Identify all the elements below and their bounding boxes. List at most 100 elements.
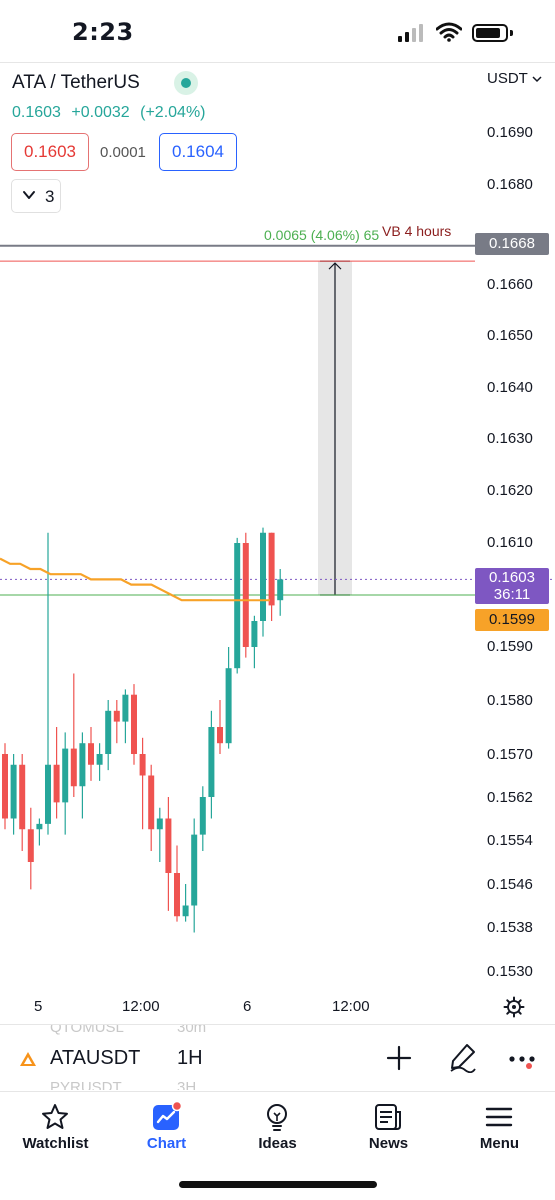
- volume-profile-label: VB 4 hours: [382, 223, 452, 239]
- tab-menu[interactable]: Menu: [444, 1092, 555, 1162]
- candle-body: [122, 694, 129, 722]
- home-indicator: [179, 1181, 377, 1188]
- symbol-toolbar: QTOMUSL 30m PYRUSDT 3H ATAUSDT 1H: [0, 1024, 555, 1090]
- time-axis-label: 6: [243, 998, 252, 1015]
- candle-body: [234, 543, 241, 669]
- candle-body: [182, 905, 189, 917]
- price-range-measure-label: 0.0065 (4.06%) 65: [264, 227, 380, 243]
- candle-body: [260, 532, 266, 621]
- price-range-arrowhead: [328, 262, 342, 270]
- candle-body: [2, 754, 8, 819]
- current-price-tag: 0.1603 36:11: [475, 568, 549, 604]
- moving-average-line: [0, 557, 212, 602]
- price-axis-label: 0.1640: [487, 379, 533, 396]
- candle-body: [242, 543, 249, 647]
- price-axis-label: 0.1650: [487, 327, 533, 344]
- battery-icon: [472, 24, 508, 42]
- chart-icon: [153, 1102, 181, 1130]
- candle-body: [36, 823, 43, 830]
- price-axis-label: 0.1620: [487, 482, 533, 499]
- tab-label: Chart: [146, 1135, 187, 1152]
- candle-body: [148, 775, 155, 830]
- price-change-line: 0.1603 +0.0032 (+2.04%): [12, 104, 212, 122]
- buy-price-button[interactable]: 0.1604: [159, 133, 237, 171]
- price-axis-label: 0.1538: [487, 919, 533, 936]
- market-open-indicator: [174, 71, 198, 95]
- candle-body: [96, 754, 103, 765]
- candle-body: [62, 748, 69, 803]
- adjacent-symbol-below: PYRUSDT: [50, 1079, 122, 1090]
- time-axis-label: 12:00: [332, 998, 370, 1015]
- price-change-pct: (+2.04%): [140, 104, 206, 121]
- candle-body: [27, 829, 34, 862]
- candle-body: [70, 748, 77, 787]
- price-axis-label: 0.1610: [487, 534, 533, 551]
- lightbulb-icon: [267, 1104, 287, 1131]
- time-axis-label: 5: [34, 998, 43, 1015]
- tab-label: News: [368, 1135, 409, 1152]
- adjacent-interval-below: 3H: [177, 1079, 197, 1090]
- adjacent-symbol-above: QTOMUSL: [50, 1024, 124, 1036]
- candle-body: [165, 818, 172, 873]
- candle-body: [191, 834, 198, 906]
- candle-body: [217, 727, 223, 744]
- plus-icon[interactable]: [386, 1045, 412, 1071]
- price-axis-label: 0.1554: [487, 832, 533, 849]
- drawing-tools-icon[interactable]: [449, 1043, 477, 1073]
- sell-price-button[interactable]: 0.1603: [11, 133, 89, 171]
- candle-body: [113, 710, 120, 722]
- status-bar: 2:23: [0, 0, 555, 62]
- gear-icon[interactable]: [503, 996, 525, 1018]
- cellular-signal-icon: [398, 24, 424, 42]
- tab-watchlist[interactable]: Watchlist: [0, 1092, 111, 1162]
- candle-body: [139, 754, 146, 776]
- horizontal-line-price-tag[interactable]: 0.1668: [475, 233, 549, 255]
- tab-label: Menu: [479, 1135, 520, 1152]
- candle-body: [251, 621, 258, 647]
- tab-news[interactable]: News: [333, 1092, 444, 1162]
- indicators-count: 3: [45, 187, 55, 206]
- price-change: +0.0032: [71, 104, 130, 121]
- star-icon: [42, 1104, 68, 1129]
- tab-chart[interactable]: Chart: [111, 1092, 222, 1162]
- more-options-icon[interactable]: [508, 1049, 538, 1069]
- current-price-value: 0.1603: [489, 569, 535, 586]
- chart-canvas[interactable]: [0, 0, 555, 1024]
- candle-body: [79, 743, 86, 787]
- currency-select[interactable]: USDT: [487, 70, 528, 87]
- price-axis-label: 0.1680: [487, 176, 533, 193]
- wifi-icon: [436, 22, 462, 42]
- candle-countdown: 36:11: [493, 586, 531, 603]
- candle-body: [199, 797, 206, 835]
- symbol-picker[interactable]: ATAUSDT: [50, 1047, 141, 1069]
- price-axis-label: 0.1546: [487, 876, 533, 893]
- chevron-down-icon[interactable]: [532, 74, 542, 84]
- moving-average-price-tag: 0.1599: [475, 609, 549, 631]
- price-axis-label: 0.1590: [487, 638, 533, 655]
- candle-body: [225, 668, 232, 744]
- price-axis-label: 0.1690: [487, 124, 533, 141]
- indicators-toggle-button[interactable]: 3: [11, 179, 61, 213]
- menu-icon: [485, 1107, 513, 1127]
- spread-value: 0.0001: [100, 144, 146, 161]
- price-axis-label: 0.1562: [487, 789, 533, 806]
- price-axis-label: 0.1580: [487, 692, 533, 709]
- news-icon: [375, 1104, 401, 1130]
- last-price: 0.1603: [12, 104, 61, 121]
- status-time: 2:23: [72, 18, 134, 46]
- candle-body: [156, 818, 163, 830]
- price-axis-label: 0.1530: [487, 963, 533, 980]
- candle-body: [277, 579, 284, 601]
- price-axis-label: 0.1570: [487, 746, 533, 763]
- price-axis-label: 0.1630: [487, 430, 533, 447]
- candle-body: [131, 694, 137, 754]
- tab-ideas[interactable]: Ideas: [222, 1092, 333, 1162]
- symbol-title[interactable]: ATA / TetherUS: [12, 72, 140, 93]
- price-axis-label: 0.1660: [487, 276, 533, 293]
- candle-body: [45, 764, 51, 824]
- interval-picker[interactable]: 1H: [177, 1047, 203, 1069]
- candle-body: [19, 764, 26, 830]
- candle-body: [53, 764, 60, 803]
- candle-body: [88, 743, 94, 765]
- tab-label: Ideas: [258, 1135, 297, 1152]
